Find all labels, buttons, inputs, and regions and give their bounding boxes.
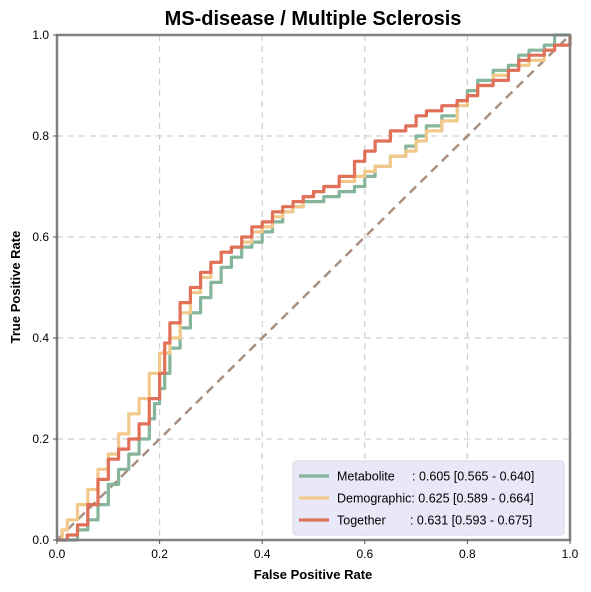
series-layer xyxy=(57,33,572,542)
x-axis-label: False Positive Rate xyxy=(254,567,373,582)
series-line-metabolite xyxy=(57,33,570,542)
y-tick-label: 1.0 xyxy=(32,28,49,42)
series-line-together xyxy=(57,35,572,542)
x-tick-label: 0.8 xyxy=(459,547,476,561)
y-tick-label: 0.4 xyxy=(32,331,49,345)
chart-title: MS-disease / Multiple Sclerosis xyxy=(165,8,462,30)
x-tick-label: 0.4 xyxy=(254,547,271,561)
legend-box xyxy=(292,460,565,536)
ticks-layer: 0.0 0.2 0.4 0.6 0.8 1.0 0.0 0.2 0.4 0.6 0.8 1.0 xyxy=(32,28,578,561)
legend: Metabolite : 0.605 [0.565 - 0.640] Demogr… xyxy=(292,460,565,536)
y-tick-label: 0.6 xyxy=(32,230,49,244)
y-tick-label: 0.0 xyxy=(32,533,49,547)
y-tick-label: 0.8 xyxy=(32,129,49,143)
x-tick-label: 1.0 xyxy=(562,547,579,561)
legend-entry-demographic: Demographic: 0.625 [0.589 - 0.664] xyxy=(337,492,534,506)
x-tick-label: 0.0 xyxy=(49,547,66,561)
y-axis-label: True Positive Rate xyxy=(8,231,23,344)
x-tick-label: 0.6 xyxy=(356,547,373,561)
x-tick-label: 0.2 xyxy=(151,547,168,561)
legend-entry-metabolite: Metabolite : 0.605 [0.565 - 0.640] xyxy=(337,470,534,484)
legend-entry-together: Together : 0.631 [0.593 - 0.675] xyxy=(337,514,532,528)
y-tick-label: 0.2 xyxy=(32,432,49,446)
grid-layer xyxy=(57,35,570,540)
plot-frame xyxy=(55,33,572,542)
